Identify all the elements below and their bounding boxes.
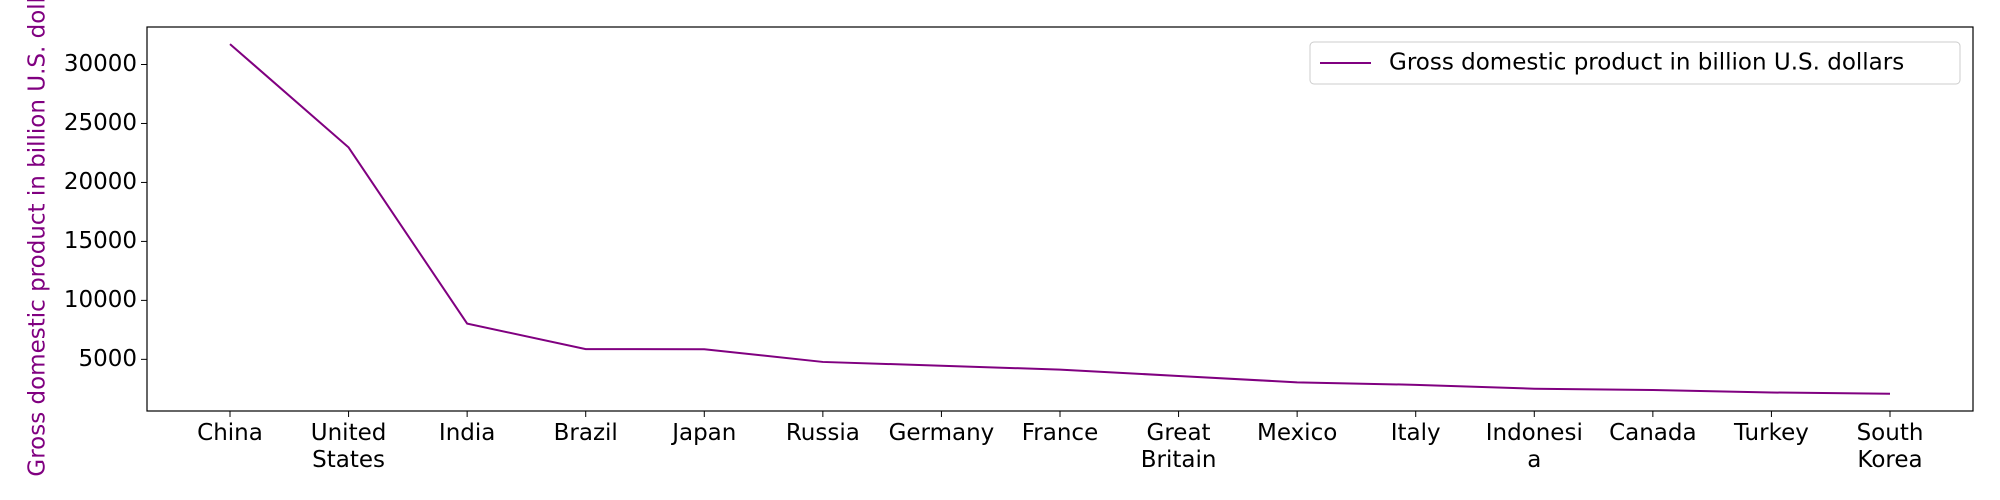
data-line: [229, 43, 1891, 395]
x-tick-label: Italy: [1390, 420, 1441, 446]
x-tick-label: Brazil: [553, 420, 618, 446]
y-axis-label: Gross domestic product in billion U.S. d…: [25, 0, 51, 477]
x-tick-label: United States: [310, 420, 387, 473]
x-tick-label: Indonesi a: [1485, 420, 1583, 473]
y-tick-label: 5000: [78, 346, 137, 372]
y-tick-label: 10000: [64, 287, 137, 313]
x-tick-label: Great Britain: [1140, 420, 1217, 473]
y-tick-label: 25000: [64, 110, 137, 136]
x-tick-label: Japan: [672, 420, 737, 446]
legend-box: [1309, 41, 1961, 85]
x-tick-label: India: [438, 420, 496, 446]
x-tick-label: Canada: [1609, 420, 1697, 446]
y-tick-label: 20000: [64, 169, 137, 195]
x-tick-label: Turkey: [1733, 420, 1809, 446]
x-tick-label: Russia: [785, 420, 860, 446]
x-tick-label: Mexico: [1256, 420, 1338, 446]
y-tick-label: 15000: [64, 228, 137, 254]
plot-frame: [146, 26, 1974, 412]
legend-label: Gross domestic product in billion U.S. d…: [1389, 50, 1904, 76]
x-tick-label: South Korea: [1856, 420, 1924, 473]
x-tick-label: France: [1021, 420, 1099, 446]
x-tick-label: Germany: [888, 420, 995, 446]
x-tick-label: China: [197, 420, 263, 446]
y-tick-label: 30000: [64, 51, 137, 77]
